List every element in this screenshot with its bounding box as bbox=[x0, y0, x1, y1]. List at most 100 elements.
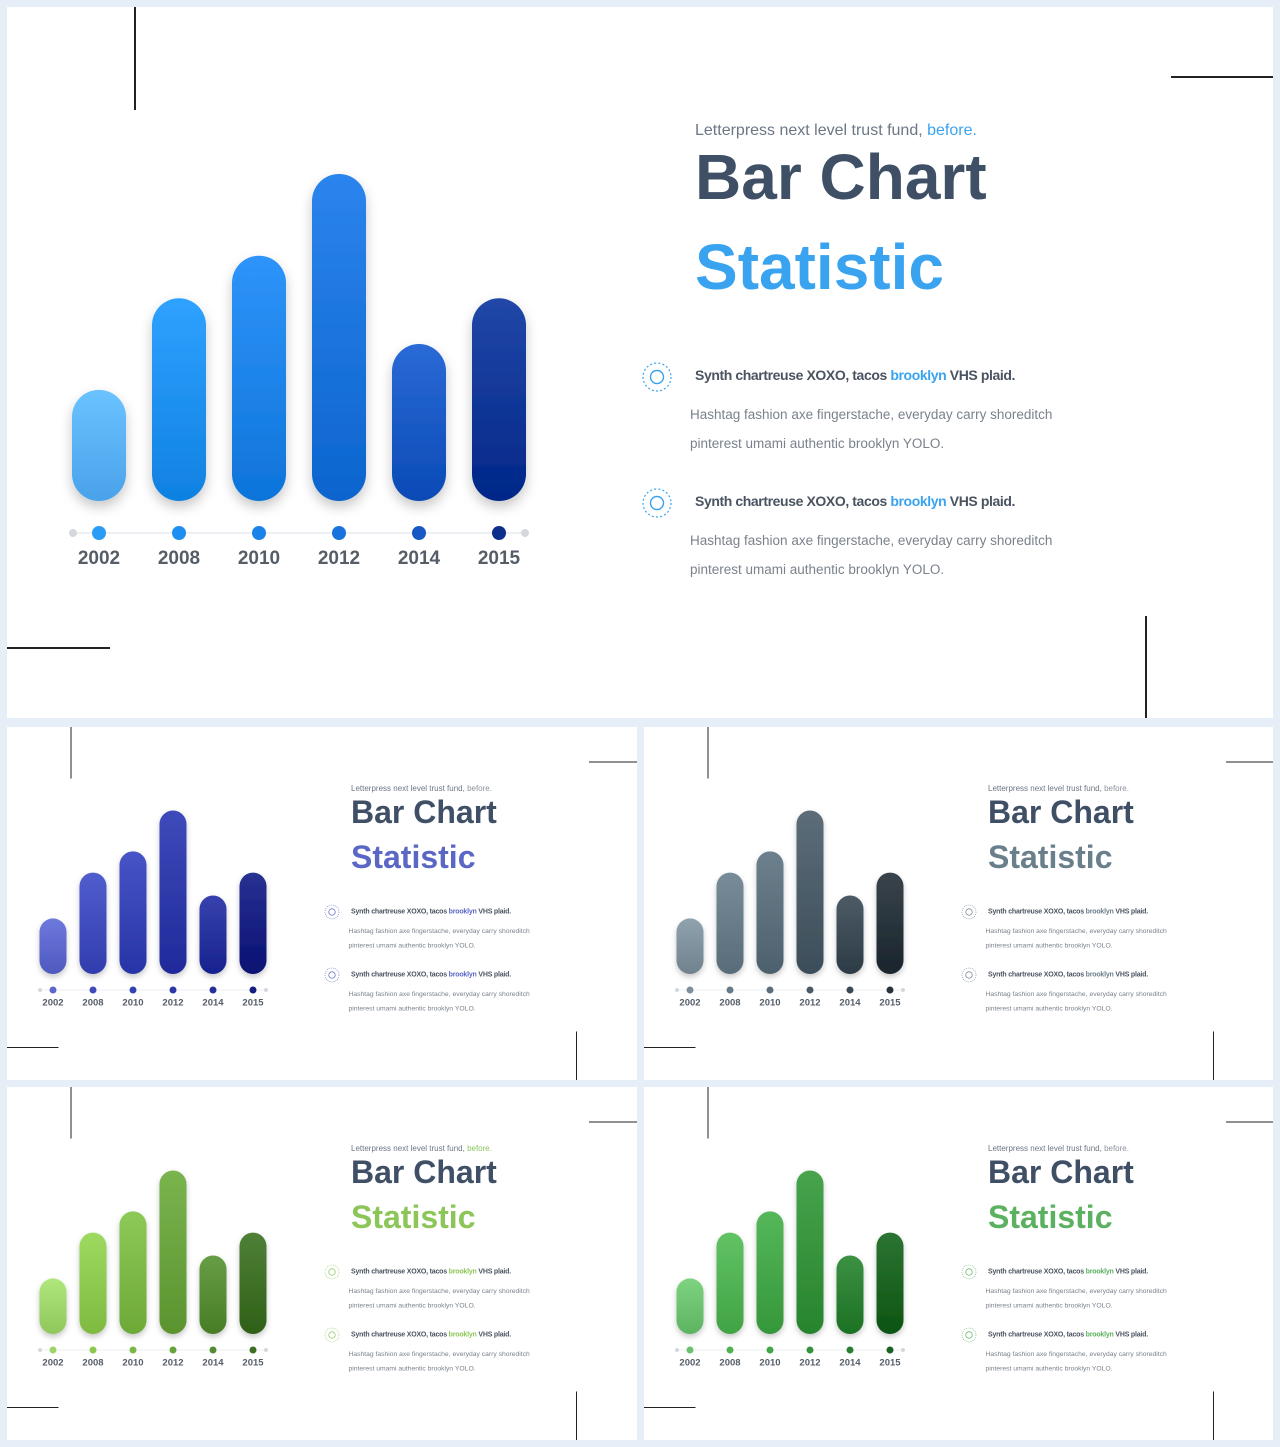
bar-2010 bbox=[756, 1211, 784, 1334]
axis-dot-2014 bbox=[846, 986, 854, 994]
slide-content: 2002 2008 2010 2012 2014 2015 Letterpress next… bbox=[644, 1087, 1273, 1440]
bullet-body: Hashtag fashion axe fingerstache, everyd… bbox=[985, 990, 1167, 1012]
axis-end-dot bbox=[69, 529, 77, 537]
target-icon bbox=[324, 1327, 340, 1343]
tick-label: 2010 bbox=[759, 1358, 780, 1369]
slide-content: 2002 2008 2010 2012 2014 2015 Letterpress next… bbox=[7, 727, 637, 1080]
bullet-heading-accent: brooklyn bbox=[448, 1267, 477, 1275]
page-title-accent: Statistic bbox=[695, 231, 944, 303]
slide-4: 2002 2008 2010 2012 2014 2015 Letterpress next… bbox=[7, 1087, 637, 1440]
page-title: Bar Chart bbox=[988, 1154, 1134, 1190]
bar-2015 bbox=[876, 872, 904, 974]
bullet-heading-text: Synth chartreuse XOXO, tacos bbox=[988, 970, 1086, 978]
bullet-heading: Synth chartreuse XOXO, tacos brooklyn VH… bbox=[988, 907, 1148, 915]
bullet-heading-accent: brooklyn bbox=[1085, 970, 1114, 978]
bar-2014 bbox=[199, 1255, 227, 1334]
target-icon bbox=[324, 967, 340, 983]
axis-end-dot bbox=[901, 1348, 905, 1352]
bullet-heading-text: VHS plaid. bbox=[476, 970, 512, 978]
bullet-body: Hashtag fashion axe fingerstache, everyd… bbox=[348, 1287, 530, 1309]
axis-dot-2015 bbox=[492, 526, 506, 540]
tick-label: 2012 bbox=[799, 1358, 820, 1369]
axis-dot-2012 bbox=[332, 526, 346, 540]
tick-label: 2014 bbox=[839, 1358, 861, 1369]
bullet-heading-text: VHS plaid. bbox=[946, 367, 1016, 383]
bullet-heading-text: VHS plaid. bbox=[1113, 1267, 1149, 1275]
bar-2012 bbox=[159, 1170, 187, 1334]
subtitle: Letterpress next level trust fund, befor… bbox=[988, 1145, 1129, 1154]
bullet-heading-text: Synth chartreuse XOXO, tacos bbox=[351, 907, 449, 915]
bullet-heading: Synth chartreuse XOXO, tacos brooklyn VH… bbox=[988, 970, 1148, 978]
page-title-accent: Statistic bbox=[988, 839, 1113, 875]
target-icon bbox=[961, 967, 977, 983]
bar-2002 bbox=[676, 1278, 704, 1334]
axis-dot-2008 bbox=[726, 986, 734, 994]
bar-2002 bbox=[39, 918, 67, 974]
slide-content: 2002 2008 2010 2012 2014 2015 Letterpress next… bbox=[7, 1087, 637, 1440]
bullet-heading-text: VHS plaid. bbox=[476, 1267, 512, 1275]
bullet-heading: Synth chartreuse XOXO, tacos brooklyn VH… bbox=[351, 1267, 511, 1275]
decorative-line bbox=[7, 1047, 59, 1048]
page-title-accent: Statistic bbox=[351, 1199, 476, 1235]
decorative-line bbox=[644, 1407, 696, 1408]
decorative-line bbox=[1213, 1031, 1214, 1080]
tick-label: 2010 bbox=[759, 998, 780, 1009]
tick-label: 2015 bbox=[879, 998, 901, 1009]
bullet-heading: Synth chartreuse XOXO, tacos brooklyn VH… bbox=[351, 907, 511, 915]
tick-label: 2010 bbox=[122, 998, 143, 1009]
axis-dot-2014 bbox=[209, 1346, 217, 1354]
tick-label: 2008 bbox=[719, 1358, 740, 1369]
axis-dot-2015 bbox=[886, 1346, 894, 1354]
bullet-heading-text: Synth chartreuse XOXO, tacos bbox=[988, 907, 1086, 915]
target-icon bbox=[961, 904, 977, 920]
tick-label: 2015 bbox=[478, 548, 521, 569]
bar-2010 bbox=[119, 1211, 147, 1334]
slide-content: 2002 2008 2010 2012 2014 2015 Letterpress next… bbox=[7, 7, 1273, 718]
tick-label: 2002 bbox=[42, 1358, 63, 1369]
bar-chart: 2002 2008 2010 2012 2014 2015 bbox=[38, 810, 268, 1009]
target-icon bbox=[324, 1264, 340, 1280]
axis-dot-2008 bbox=[172, 526, 186, 540]
decorative-line bbox=[576, 1031, 577, 1080]
bullet-heading-text: Synth chartreuse XOXO, tacos bbox=[351, 1267, 449, 1275]
slide-5: 2002 2008 2010 2012 2014 2015 Letterpress next… bbox=[644, 1087, 1273, 1440]
bar-2012 bbox=[159, 810, 187, 974]
bullet-heading-text: Synth chartreuse XOXO, tacos bbox=[695, 367, 891, 383]
bullet-heading-accent: brooklyn bbox=[890, 493, 947, 509]
axis-dot-2012 bbox=[806, 986, 814, 994]
bullet-heading-text: Synth chartreuse XOXO, tacos bbox=[695, 493, 891, 509]
bullet-heading-text: VHS plaid. bbox=[1113, 970, 1149, 978]
target-icon bbox=[642, 362, 672, 392]
tick-label: 2008 bbox=[158, 548, 200, 569]
axis-dot-2002 bbox=[686, 1346, 694, 1354]
bar-chart: 2002 2008 2010 2012 2014 2015 bbox=[675, 1170, 905, 1369]
bar-2008 bbox=[152, 298, 206, 501]
axis-dot-2012 bbox=[806, 1346, 814, 1354]
axis-end-dot bbox=[38, 1348, 42, 1352]
decorative-line bbox=[1171, 76, 1273, 78]
page-title-accent: Statistic bbox=[351, 839, 476, 875]
axis-dot-2008 bbox=[89, 986, 97, 994]
bullet-heading-accent: brooklyn bbox=[890, 367, 947, 383]
tick-label: 2010 bbox=[238, 548, 280, 569]
axis-end-dot bbox=[38, 988, 42, 992]
bullet-heading-text: Synth chartreuse XOXO, tacos bbox=[351, 1330, 449, 1338]
bullet-heading-text: Synth chartreuse XOXO, tacos bbox=[351, 970, 449, 978]
bullet-heading-text: Synth chartreuse XOXO, tacos bbox=[988, 1330, 1086, 1338]
bullet-body: Hashtag fashion axe fingerstache, everyd… bbox=[348, 1350, 530, 1372]
slide-1: 2002 2008 2010 2012 2014 2015 Letterpress next… bbox=[7, 7, 1273, 718]
axis-dot-2014 bbox=[846, 1346, 854, 1354]
decorative-line bbox=[589, 761, 637, 763]
axis-end-dot bbox=[264, 988, 268, 992]
axis-dot-2010 bbox=[766, 1346, 774, 1354]
decorative-line bbox=[70, 1087, 72, 1139]
bar-chart: 2002 2008 2010 2012 2014 2015 bbox=[675, 810, 905, 1009]
subtitle: Letterpress next level trust fund, befor… bbox=[988, 785, 1129, 794]
subtitle-text: Letterpress next level trust fund, bbox=[988, 784, 1105, 794]
axis-end-dot bbox=[901, 988, 905, 992]
bar-chart: 2002 2008 2010 2012 2014 2015 bbox=[38, 1170, 268, 1369]
slide-3: 2002 2008 2010 2012 2014 2015 Letterpress next… bbox=[644, 727, 1273, 1080]
bullet-body: Hashtag fashion axe fingerstache, everyd… bbox=[985, 1350, 1167, 1372]
subtitle: Letterpress next level trust fund, befor… bbox=[695, 122, 977, 140]
subtitle-accent: before. bbox=[467, 784, 492, 794]
